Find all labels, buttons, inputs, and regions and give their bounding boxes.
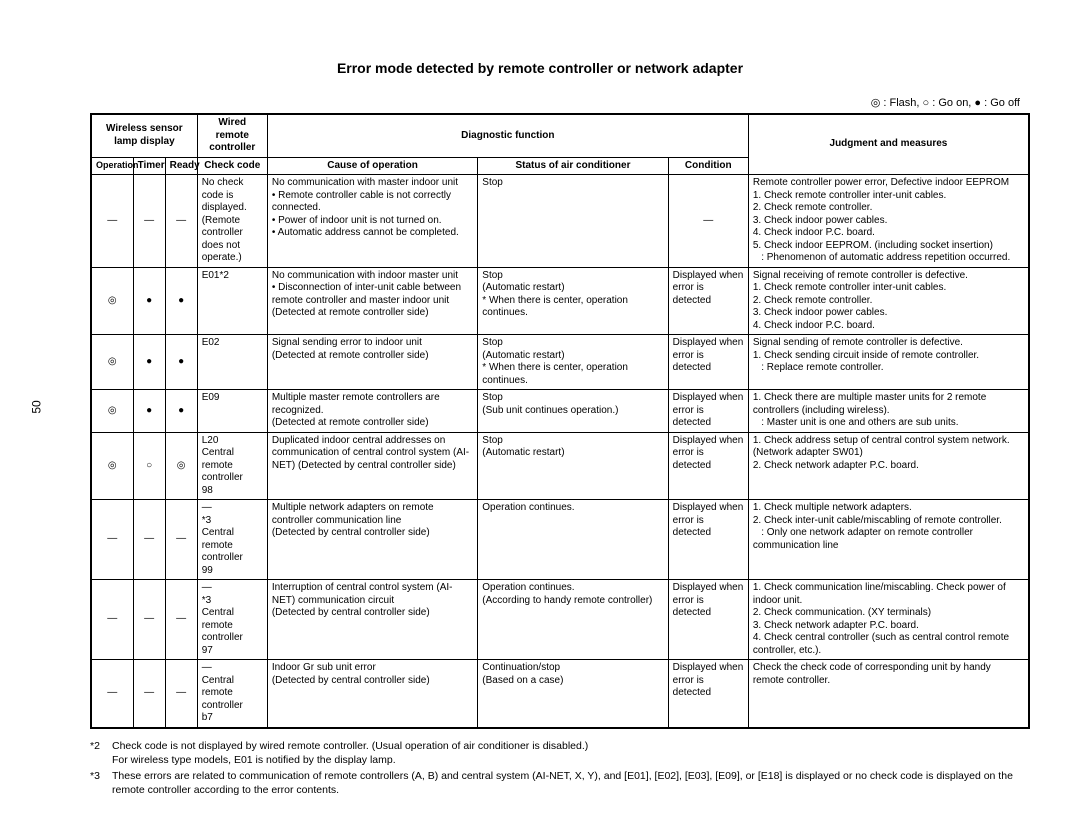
cell-status: Continuation/stop (Based on a case) [478, 660, 668, 728]
hdr-cause: Cause of operation [267, 157, 477, 175]
cell-cause: No communication with master indoor unit… [267, 175, 477, 268]
footnote: *3These errors are related to communicat… [90, 769, 1030, 797]
cell-cause: Signal sending error to indoor unit (Det… [267, 335, 477, 390]
cell-judgment: 1. Check address setup of central contro… [748, 432, 1029, 500]
cell-operation: — [91, 580, 133, 660]
cell-check-code: No check code is displayed. (Remote cont… [197, 175, 267, 268]
cell-judgment: Signal receiving of remote controller is… [748, 267, 1029, 335]
cell-cause: Multiple master remote controllers are r… [267, 390, 477, 433]
hdr-judgment: Judgment and measures [748, 114, 1029, 175]
cell-operation: ◎ [91, 267, 133, 335]
hdr-ready: Ready [165, 157, 197, 175]
page-title: Error mode detected by remote controller… [50, 60, 1030, 76]
cell-cause: Indoor Gr sub unit error (Detected by ce… [267, 660, 477, 728]
cell-status: Operation continues. [478, 500, 668, 580]
cell-timer: — [133, 660, 165, 728]
cell-condition: Displayed when error is detected [668, 335, 748, 390]
cell-condition: Displayed when error is detected [668, 267, 748, 335]
table-row: ———No check code is displayed. (Remote c… [91, 175, 1029, 268]
cell-operation: — [91, 660, 133, 728]
cell-timer: ● [133, 267, 165, 335]
footnote: *2Check code is not displayed by wired r… [90, 739, 1030, 767]
cell-operation: ◎ [91, 432, 133, 500]
table-row: ———— *3 Central remote controller 97Inte… [91, 580, 1029, 660]
cell-operation: — [91, 500, 133, 580]
cell-judgment: 1. Check multiple network adapters. 2. C… [748, 500, 1029, 580]
footnote-text: Check code is not displayed by wired rem… [112, 739, 1030, 767]
footnote-mark: *2 [90, 739, 112, 767]
cell-judgment: 1. Check communication line/miscabling. … [748, 580, 1029, 660]
table-row: ◎●●E02Signal sending error to indoor uni… [91, 335, 1029, 390]
cell-timer: ● [133, 390, 165, 433]
cell-timer: — [133, 580, 165, 660]
table-row: ◎●●E01*2No communication with indoor mas… [91, 267, 1029, 335]
footnote-text: These errors are related to communicatio… [112, 769, 1030, 797]
cell-cause: Multiple network adapters on remote cont… [267, 500, 477, 580]
footnote-mark: *3 [90, 769, 112, 797]
cell-check-code: E09 [197, 390, 267, 433]
cell-condition: Displayed when error is detected [668, 432, 748, 500]
hdr-wireless: Wireless sensor lamp display [91, 114, 197, 157]
cell-cause: Duplicated indoor central addresses on c… [267, 432, 477, 500]
cell-cause: No communication with indoor master unit… [267, 267, 477, 335]
cell-ready: ● [165, 267, 197, 335]
cell-ready: ◎ [165, 432, 197, 500]
hdr-timer: Timer [133, 157, 165, 175]
hdr-operation: Operation [91, 157, 133, 175]
cell-judgment: Signal sending of remote controller is d… [748, 335, 1029, 390]
cell-ready: — [165, 660, 197, 728]
cell-timer: — [133, 500, 165, 580]
cell-status: Stop (Automatic restart) * When there is… [478, 335, 668, 390]
cell-check-code: — *3 Central remote controller 99 [197, 500, 267, 580]
hdr-condition: Condition [668, 157, 748, 175]
cell-condition: — [668, 175, 748, 268]
table-row: ———— *3 Central remote controller 99Mult… [91, 500, 1029, 580]
cell-operation: — [91, 175, 133, 268]
table-row: ◎○◎L20 Central remote controller 98Dupli… [91, 432, 1029, 500]
cell-status: Stop (Automatic restart) [478, 432, 668, 500]
hdr-diagnostic: Diagnostic function [267, 114, 748, 157]
cell-check-code: — *3 Central remote controller 97 [197, 580, 267, 660]
cell-ready: ● [165, 390, 197, 433]
cell-check-code: E01*2 [197, 267, 267, 335]
footnotes: *2Check code is not displayed by wired r… [90, 739, 1030, 798]
cell-status: Stop (Automatic restart) * When there is… [478, 267, 668, 335]
symbol-legend: ◎ : Flash, ○ : Go on, ● : Go off [50, 96, 1030, 109]
table-row: ◎●●E09Multiple master remote controllers… [91, 390, 1029, 433]
hdr-check-code: Check code [197, 157, 267, 175]
page-number: 50 [30, 400, 44, 413]
cell-judgment: Remote controller power error, Defective… [748, 175, 1029, 268]
cell-check-code: — Central remote controller b7 [197, 660, 267, 728]
cell-timer: ● [133, 335, 165, 390]
cell-condition: Displayed when error is detected [668, 390, 748, 433]
cell-operation: ◎ [91, 390, 133, 433]
cell-ready: ● [165, 335, 197, 390]
table-row: ———— Central remote controller b7Indoor … [91, 660, 1029, 728]
cell-cause: Interruption of central control system (… [267, 580, 477, 660]
cell-ready: — [165, 175, 197, 268]
cell-judgment: Check the check code of corresponding un… [748, 660, 1029, 728]
cell-status: Stop (Sub unit continues operation.) [478, 390, 668, 433]
cell-check-code: L20 Central remote controller 98 [197, 432, 267, 500]
cell-ready: — [165, 580, 197, 660]
hdr-wired: Wired remote controller [197, 114, 267, 157]
cell-check-code: E02 [197, 335, 267, 390]
cell-condition: Displayed when error is detected [668, 580, 748, 660]
cell-ready: — [165, 500, 197, 580]
cell-condition: Displayed when error is detected [668, 660, 748, 728]
cell-timer: — [133, 175, 165, 268]
cell-timer: ○ [133, 432, 165, 500]
hdr-status: Status of air conditioner [478, 157, 668, 175]
cell-judgment: 1. Check there are multiple master units… [748, 390, 1029, 433]
cell-operation: ◎ [91, 335, 133, 390]
error-table: Wireless sensor lamp display Wired remot… [90, 113, 1030, 729]
cell-status: Operation continues. (According to handy… [478, 580, 668, 660]
cell-status: Stop [478, 175, 668, 268]
cell-condition: Displayed when error is detected [668, 500, 748, 580]
